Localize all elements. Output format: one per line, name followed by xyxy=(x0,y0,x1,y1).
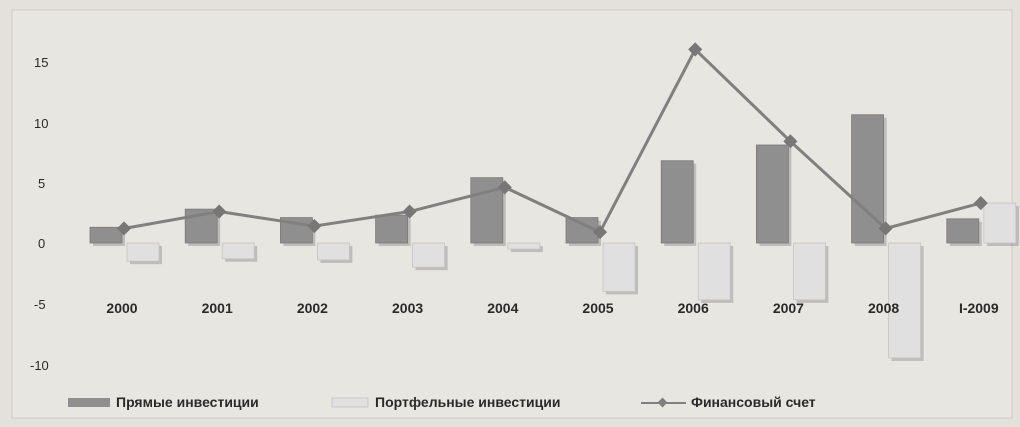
line-point-marker xyxy=(592,225,608,240)
bar-portfolio-investment xyxy=(697,242,731,301)
y-tick-label: 10 xyxy=(34,116,48,131)
bar-portfolio-investment xyxy=(983,202,1017,244)
bar-portfolio-investment xyxy=(316,242,350,261)
category-label: 2002 xyxy=(297,300,328,316)
bar-portfolio-investment xyxy=(793,242,826,301)
category-label: 2001 xyxy=(202,300,233,316)
bar-portfolio-investment xyxy=(602,242,636,292)
y-tick-label: -5 xyxy=(34,297,46,312)
plot-frame xyxy=(11,9,1013,419)
category-label: 2008 xyxy=(868,300,899,316)
legend-label-direct: Прямые инвестиции xyxy=(116,394,259,410)
legend-swatch-portfolio xyxy=(331,397,369,408)
bar-portfolio-investment xyxy=(507,242,541,250)
y-tick-label: -10 xyxy=(30,358,49,373)
line-point-marker xyxy=(878,221,893,236)
bar-direct-investment xyxy=(184,208,218,244)
legend-marker-financial xyxy=(657,397,668,408)
line-series xyxy=(116,42,988,240)
bars xyxy=(89,114,1019,361)
bar-portfolio-investment xyxy=(412,242,446,268)
bar-portfolio-investment xyxy=(888,242,921,359)
line-point-marker xyxy=(688,42,703,57)
line-point-marker xyxy=(783,134,798,149)
legend-swatch-direct xyxy=(68,398,110,407)
bar-direct-investment xyxy=(375,214,409,244)
category-label: 2007 xyxy=(773,300,804,316)
line-financial-account xyxy=(123,47,982,234)
legend-label-portfolio: Портфельные инвестиции xyxy=(375,394,560,410)
category-label: 2003 xyxy=(392,300,423,316)
bar-portfolio-investment xyxy=(126,242,160,262)
bar-direct-investment xyxy=(89,226,123,244)
line-point-marker xyxy=(212,204,227,219)
bar-portfolio-investment xyxy=(221,242,255,260)
y-axis: 15 10 5 0 -5 -10 xyxy=(30,55,49,373)
bar-direct-investment xyxy=(756,144,789,244)
line-point-marker xyxy=(307,218,322,234)
y-tick-label: 0 xyxy=(38,236,45,251)
line-point-marker xyxy=(497,180,512,195)
line-point-marker xyxy=(402,204,417,219)
category-label: 2005 xyxy=(582,300,613,316)
y-tick-label: 5 xyxy=(38,176,45,191)
category-label: 2004 xyxy=(487,300,518,316)
category-label: 2000 xyxy=(106,300,137,316)
y-tick-label: 15 xyxy=(34,55,48,70)
line-point-marker xyxy=(973,195,988,211)
legend-label-financial: Финансовый счет xyxy=(691,394,816,410)
legend: Прямые инвестиции Портфельные инвестиции… xyxy=(68,394,816,410)
bar-direct-investment xyxy=(946,218,980,244)
category-label: I-2009 xyxy=(959,300,999,316)
x-axis: 2000 2001 2002 2003 2004 2005 2006 2007 2008 I-20… xyxy=(106,300,998,316)
bar-direct-investment xyxy=(660,160,694,244)
category-label: 2006 xyxy=(678,300,709,316)
